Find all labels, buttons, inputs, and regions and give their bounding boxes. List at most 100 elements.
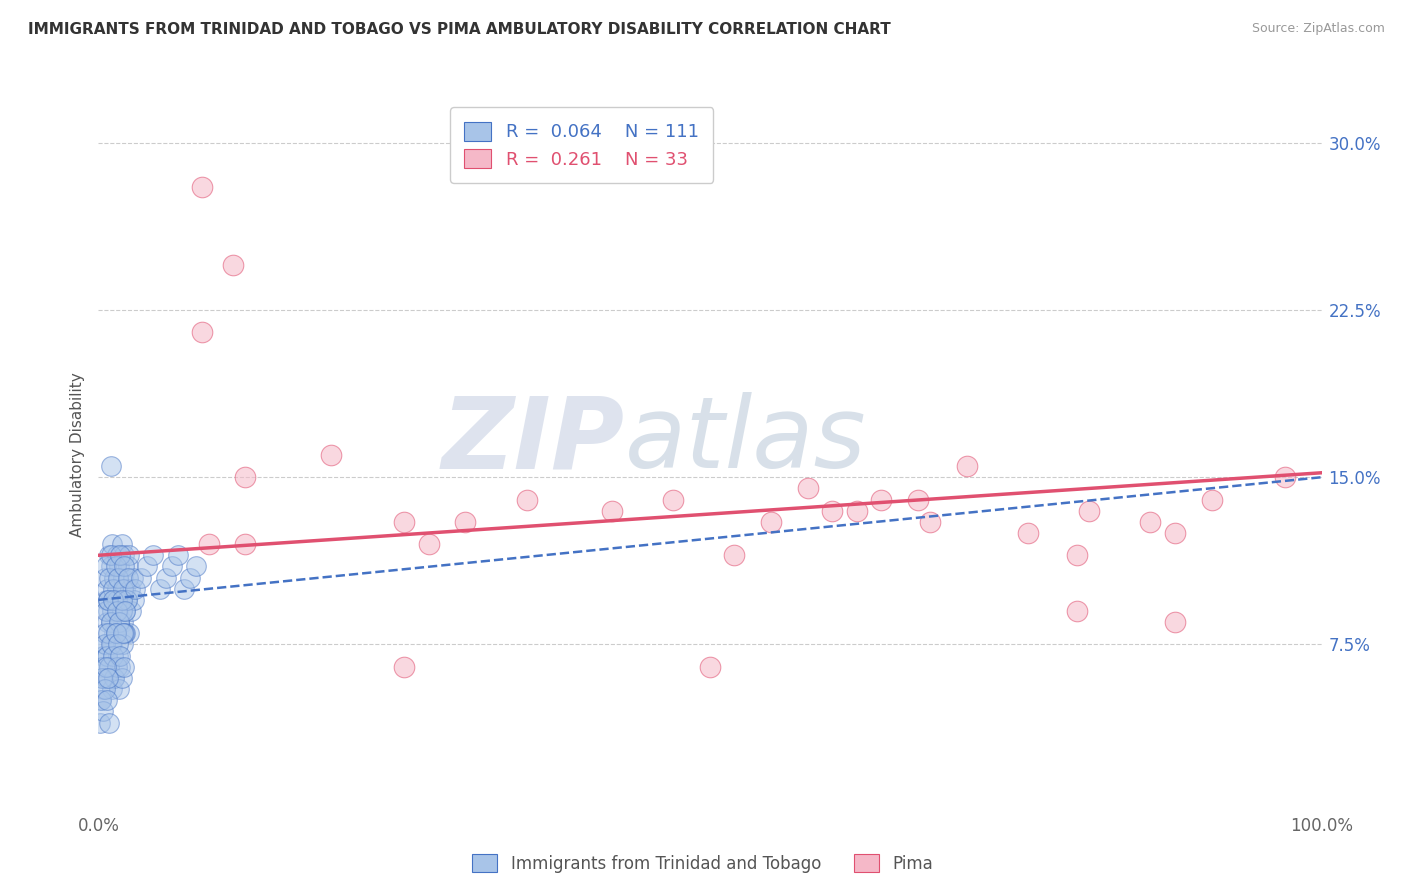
Point xyxy=(110,592,132,607)
Point xyxy=(110,660,132,674)
Point xyxy=(797,482,820,496)
Point xyxy=(1066,548,1088,563)
Point xyxy=(723,548,745,563)
Point xyxy=(91,705,114,719)
Point xyxy=(114,604,136,618)
Point xyxy=(101,592,124,607)
Point xyxy=(155,571,177,585)
Point xyxy=(98,571,121,585)
Point xyxy=(1164,526,1187,541)
Point xyxy=(97,592,120,607)
Y-axis label: Ambulatory Disability: Ambulatory Disability xyxy=(69,373,84,537)
Point xyxy=(662,492,685,507)
Point xyxy=(111,615,134,630)
Point xyxy=(90,693,112,707)
Point xyxy=(418,537,440,551)
Point xyxy=(111,637,134,651)
Point xyxy=(100,559,122,574)
Point xyxy=(186,559,208,574)
Point xyxy=(104,559,127,574)
Point xyxy=(1078,503,1101,517)
Point xyxy=(100,615,122,630)
Point xyxy=(907,492,929,507)
Point xyxy=(101,537,124,551)
Point xyxy=(118,548,141,563)
Point xyxy=(114,626,136,640)
Point xyxy=(96,582,118,596)
Point xyxy=(112,660,135,674)
Point xyxy=(179,571,201,585)
Point xyxy=(97,592,120,607)
Point xyxy=(110,648,132,663)
Point xyxy=(103,626,125,640)
Point xyxy=(222,259,245,273)
Point xyxy=(118,626,141,640)
Point xyxy=(105,604,128,618)
Point xyxy=(105,548,128,563)
Point xyxy=(94,592,117,607)
Point xyxy=(101,681,124,696)
Point xyxy=(142,548,165,563)
Point xyxy=(233,470,256,484)
Point xyxy=(104,626,127,640)
Point xyxy=(108,615,131,630)
Point xyxy=(91,671,114,685)
Text: atlas: atlas xyxy=(624,392,866,489)
Point xyxy=(89,715,111,730)
Point xyxy=(97,626,120,640)
Point xyxy=(98,715,121,730)
Point xyxy=(124,582,146,596)
Point xyxy=(96,615,118,630)
Point xyxy=(111,582,134,596)
Point xyxy=(845,503,868,517)
Legend: R =  0.064    N = 111, R =  0.261    N = 33: R = 0.064 N = 111, R = 0.261 N = 33 xyxy=(450,107,713,183)
Point xyxy=(114,604,136,618)
Point xyxy=(111,671,134,685)
Point xyxy=(112,626,135,640)
Point xyxy=(120,604,142,618)
Point xyxy=(93,681,115,696)
Point xyxy=(115,592,138,607)
Point xyxy=(103,671,125,685)
Point xyxy=(93,637,115,651)
Point xyxy=(98,660,121,674)
Point xyxy=(107,604,129,618)
Point xyxy=(107,637,129,651)
Point xyxy=(1201,492,1223,507)
Point xyxy=(515,492,537,507)
Point xyxy=(115,592,138,607)
Legend: Immigrants from Trinidad and Tobago, Pima: Immigrants from Trinidad and Tobago, Pim… xyxy=(465,847,941,880)
Point xyxy=(870,492,893,507)
Point xyxy=(111,626,134,640)
Point xyxy=(454,515,477,529)
Point xyxy=(94,559,117,574)
Point xyxy=(94,660,117,674)
Point xyxy=(821,503,844,517)
Point xyxy=(100,637,122,651)
Point xyxy=(173,582,195,596)
Point xyxy=(761,515,783,529)
Point xyxy=(101,637,124,651)
Point xyxy=(120,582,142,596)
Point xyxy=(104,626,127,640)
Point xyxy=(167,548,190,563)
Point xyxy=(114,582,136,596)
Point xyxy=(104,626,127,640)
Point xyxy=(111,592,134,607)
Point xyxy=(136,559,159,574)
Point xyxy=(121,571,143,585)
Point xyxy=(103,571,125,585)
Point xyxy=(110,548,132,563)
Point xyxy=(197,537,219,551)
Point xyxy=(103,671,125,685)
Point xyxy=(129,571,152,585)
Point xyxy=(1139,515,1161,529)
Point xyxy=(699,660,721,674)
Point xyxy=(111,571,134,585)
Point xyxy=(108,559,131,574)
Point xyxy=(160,559,183,574)
Point xyxy=(98,660,121,674)
Point xyxy=(100,615,122,630)
Point xyxy=(191,325,214,339)
Point xyxy=(96,648,118,663)
